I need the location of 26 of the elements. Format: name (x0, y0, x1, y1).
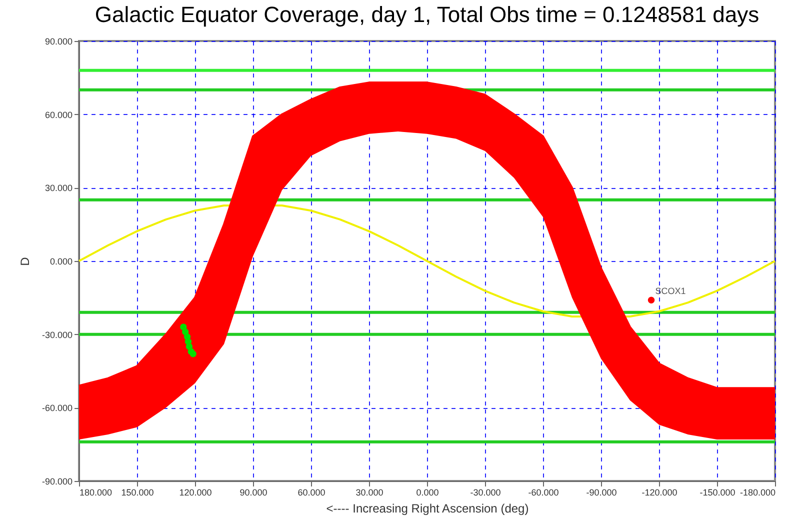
y-tick-label: 30.000 (44, 183, 72, 194)
y-tick-label: -60.000 (42, 403, 72, 414)
y-tick-label: 90.000 (44, 36, 72, 46)
x-tick-label: -180.000 (740, 488, 776, 498)
y-axis-title: D (18, 256, 32, 266)
series-label: SCOX1 (655, 286, 686, 296)
x-tick-label: 30.000 (356, 488, 384, 498)
y-tick-label: -30.000 (42, 330, 72, 340)
x-tick-label: 60.000 (298, 488, 326, 498)
point (190, 350, 196, 358)
x-tick-label: 120.000 (179, 488, 212, 498)
x-tick-label: 90.000 (240, 488, 268, 498)
x-tick-label: 180.000 (80, 488, 112, 498)
x-tick-label: -30.000 (470, 488, 501, 498)
x-tick-label: 0.000 (416, 488, 439, 498)
y-tick-label: 60.000 (44, 110, 72, 120)
x-tick-label: -90.000 (586, 488, 617, 498)
x-tick-label: 150.000 (121, 488, 154, 498)
chart-title: Galactic Equator Coverage, day 1, Total Obs time = 0.1248581 days (94, 2, 760, 27)
point (648, 296, 655, 304)
y-tick-label: -90.000 (42, 476, 72, 486)
x-tick-label: -150.000 (700, 488, 736, 498)
x-tick-label: -120.000 (642, 488, 678, 498)
x-tick-label: -60.000 (528, 488, 559, 498)
y-tick-label: 0.000 (50, 256, 72, 266)
x-axis-title: <---- Increasing Right Ascension (deg) (326, 502, 529, 516)
